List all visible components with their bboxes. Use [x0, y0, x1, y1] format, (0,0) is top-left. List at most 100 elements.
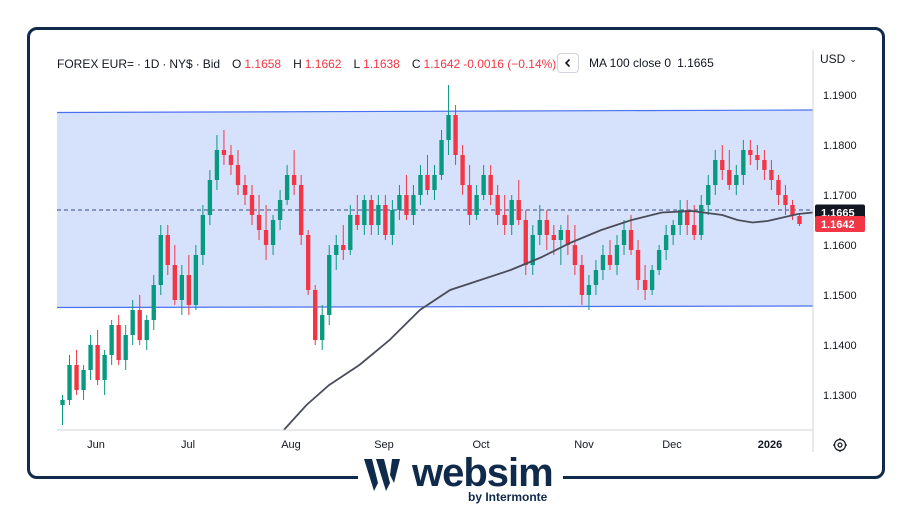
x-tick-label: Nov [574, 439, 594, 451]
candle-body [376, 205, 381, 225]
candle-body [579, 265, 585, 295]
candle-body [221, 150, 227, 155]
candle-body [509, 200, 514, 225]
candle-body [565, 230, 571, 245]
logo-subtitle: by Intermonte [468, 490, 548, 504]
candle-body [298, 185, 304, 235]
y-tick-label: 1.1400 [823, 340, 857, 352]
candle-body [670, 225, 676, 235]
candle-body [242, 185, 248, 195]
candle-body [214, 150, 220, 180]
candle-body [692, 225, 697, 235]
candle-body [418, 175, 423, 195]
candle-body [488, 175, 493, 195]
candle-body [762, 160, 767, 170]
x-tick-label: Oct [472, 439, 489, 451]
candle-body [642, 280, 648, 290]
ma100-line [283, 210, 814, 431]
candle-body [390, 210, 395, 235]
candle-body [453, 115, 458, 155]
y-tick-label: 1.1700 [823, 190, 857, 202]
y-tick-label: 1.1500 [823, 290, 857, 302]
candle-body [369, 200, 374, 225]
candle-body [249, 195, 255, 215]
candle-body [797, 216, 802, 224]
candle-body [305, 235, 311, 290]
regression-channel [56, 109, 814, 309]
candle-body [270, 220, 276, 245]
candle-body [95, 345, 100, 380]
low-label: L [353, 57, 361, 71]
venue: NY$ [169, 57, 193, 71]
channel-upper-line [56, 109, 814, 114]
candle-body [67, 365, 72, 400]
candle-body [228, 155, 234, 165]
candle-body [523, 220, 528, 265]
candle-body [165, 235, 170, 265]
candle-body [727, 170, 732, 185]
y-tick-label: 1.1600 [823, 240, 857, 252]
candle-body [502, 215, 507, 225]
candle-body [734, 175, 739, 185]
price-side: Bid [202, 57, 221, 71]
y-tick-label: 1.1900 [823, 90, 857, 102]
candle-body [614, 245, 620, 265]
websim-logo: websim by Intermonte [358, 451, 563, 508]
channel-lower-line [56, 305, 814, 309]
separator: · [162, 57, 167, 71]
candle-body [741, 150, 746, 175]
candle-body [102, 355, 107, 380]
candle-body [432, 175, 437, 190]
candle-body [558, 230, 564, 240]
candle-body [677, 210, 683, 225]
candle-body [291, 175, 297, 185]
candle-body [235, 165, 241, 185]
candle-body [600, 255, 606, 270]
candle-body [720, 160, 725, 170]
websim-mark-icon [364, 459, 400, 491]
low-value: 1.1638 [363, 57, 400, 71]
candle-body [277, 200, 283, 220]
x-tick-label: Jun [87, 439, 105, 451]
collapse-button[interactable] [557, 53, 579, 73]
x-tick-label: Sep [374, 439, 394, 451]
candle-body [200, 215, 206, 255]
x-tick-label: Dec [662, 439, 682, 451]
candle-body [699, 205, 704, 235]
candle-body [663, 235, 669, 250]
x-tick-label: Jul [181, 439, 195, 451]
candle-body [144, 320, 149, 340]
candle-body [649, 270, 655, 290]
interval[interactable]: 1D [144, 57, 160, 71]
candle-body [439, 140, 444, 175]
high-value: 1.1662 [304, 57, 342, 71]
indicator-label[interactable]: MA 100 close 0 [589, 56, 672, 70]
settings-button[interactable] [832, 437, 848, 453]
candle-body [109, 325, 114, 355]
candle-body [635, 250, 641, 280]
candle-body [530, 235, 535, 265]
candle-body [495, 195, 500, 215]
candle-body [621, 230, 627, 245]
candle-body [755, 155, 760, 160]
candle-body [130, 310, 135, 335]
candle-body [207, 180, 213, 215]
candle-body [656, 250, 662, 270]
candle-body [193, 255, 199, 305]
symbol[interactable]: FOREX EUR= [57, 57, 135, 71]
candle-body [320, 315, 325, 340]
candle-body [776, 180, 781, 195]
y-tick-label: 1.1800 [823, 140, 857, 152]
candle-body [397, 195, 402, 210]
candle-body [783, 195, 788, 205]
candle-body [551, 235, 557, 240]
candle-body [137, 310, 142, 340]
candle-body [516, 200, 521, 220]
candle-body [706, 185, 711, 205]
candle-body [341, 245, 346, 250]
candle-body [586, 285, 592, 295]
candle-body [88, 345, 93, 370]
candle-body [607, 255, 613, 265]
currency-button[interactable]: USD ⌄ [820, 52, 857, 66]
